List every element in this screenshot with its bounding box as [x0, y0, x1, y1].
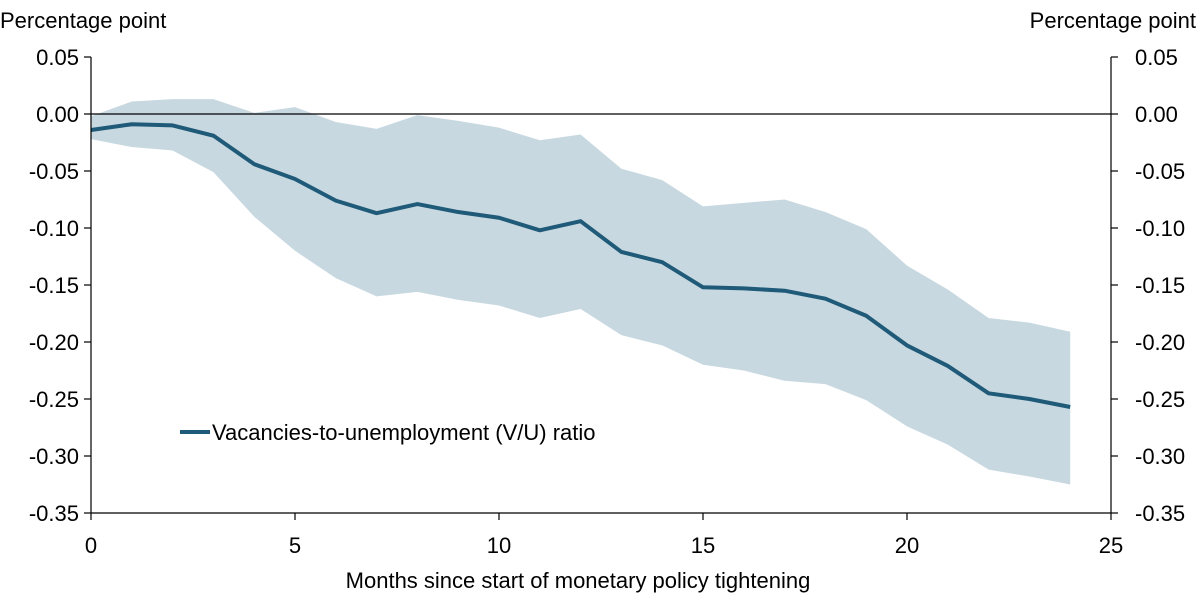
x-tick-label: 20	[895, 533, 919, 558]
series-layer	[90, 122, 1071, 409]
y-tick-label-right: 0.05	[1135, 45, 1178, 70]
y-tick-label-right: -0.30	[1135, 444, 1185, 469]
y-tick-label-right: -0.05	[1135, 159, 1185, 184]
legend: Vacancies-to-unemployment (V/U) ratio	[180, 420, 596, 445]
y-tick-label-right: -0.10	[1135, 216, 1185, 241]
y-tick-label-left: -0.25	[29, 387, 79, 412]
y-tick-label-left: -0.10	[29, 216, 79, 241]
right-unit-label: Percentage point	[1030, 8, 1196, 33]
confidence-band-layer	[91, 99, 1071, 485]
y-tick-label-left: 0.00	[36, 102, 79, 127]
confidence-band	[91, 99, 1071, 485]
y-tick-label-left: -0.05	[29, 159, 79, 184]
y-tick-label-right: 0.00	[1135, 102, 1178, 127]
x-axis-title: Months since start of monetary policy ti…	[346, 568, 811, 593]
y-tick-label-right: -0.35	[1135, 501, 1185, 526]
x-tick-label: 5	[289, 533, 301, 558]
x-tick-label: 25	[1099, 533, 1123, 558]
y-tick-label-left: -0.35	[29, 501, 79, 526]
y-tick-label-left: -0.20	[29, 330, 79, 355]
y-tick-label-left: 0.05	[36, 45, 79, 70]
axes-layer: 0.05 0.05 0.00 0.00 -0.05 -0.05 -0.10 -0.10 -0.1…	[29, 45, 1185, 558]
x-tick-label: 0	[85, 533, 97, 558]
x-tick-label: 10	[487, 533, 511, 558]
legend-label: Vacancies-to-unemployment (V/U) ratio	[212, 420, 596, 445]
y-tick-label-right: -0.25	[1135, 387, 1185, 412]
left-unit-label: Percentage point	[0, 8, 166, 33]
y-tick-label-right: -0.15	[1135, 273, 1185, 298]
y-tick-label-left: -0.30	[29, 444, 79, 469]
y-tick-label-right: -0.20	[1135, 330, 1185, 355]
y-tick-label-left: -0.15	[29, 273, 79, 298]
x-tick-label: 15	[691, 533, 715, 558]
